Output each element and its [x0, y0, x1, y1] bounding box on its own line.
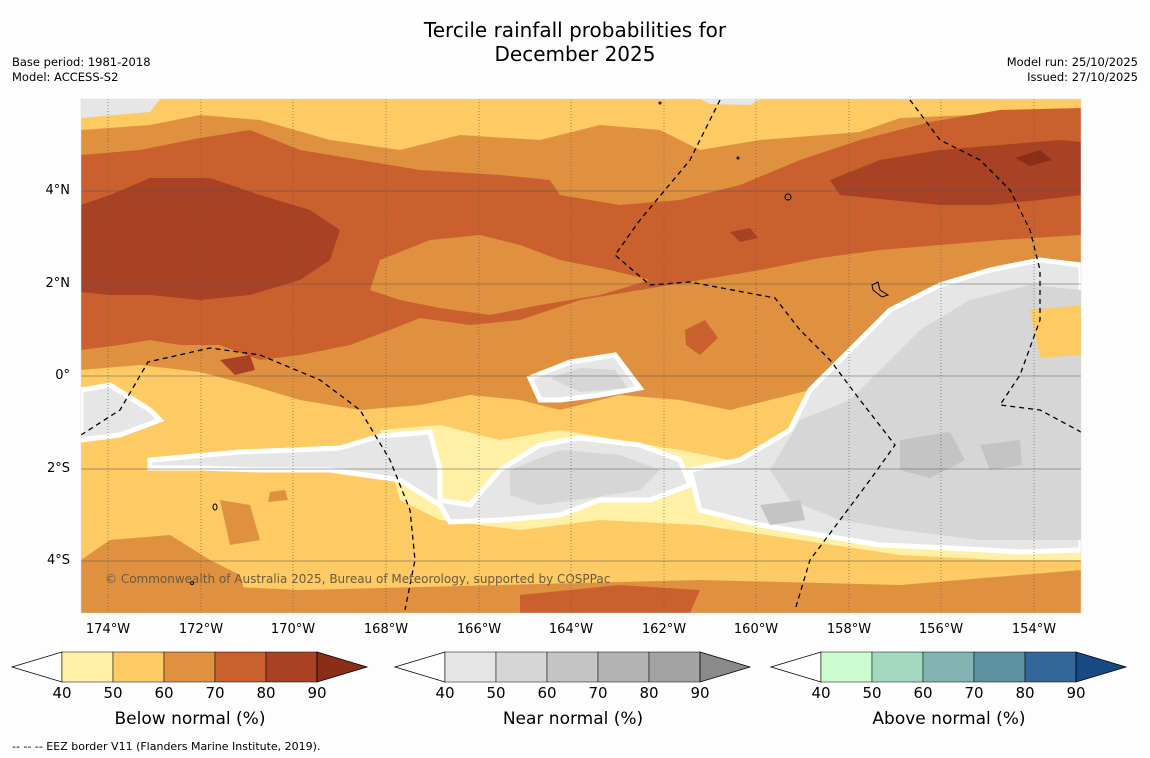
cb2-tick: 80 [639, 684, 659, 702]
colorbar-below-normal [10, 651, 369, 683]
eez-borders [81, 99, 1081, 611]
near-normal-60-70-a [900, 432, 965, 478]
lon-label: 174°W [85, 622, 131, 637]
cb3-tick: 40 [811, 684, 831, 702]
near-normal-west [81, 382, 165, 443]
near-normal-60-70-b [980, 440, 1022, 470]
cb1-tick: 40 [52, 684, 72, 702]
map-frame [80, 98, 1082, 614]
lon-label: 172°W [178, 622, 224, 637]
issued-date: Issued: 27/10/2025 [1027, 70, 1138, 84]
colorbar-title-near: Near normal (%) [502, 709, 644, 729]
meta-right: Model run: 25/10/2025 Issued: 27/10/2025 [1007, 55, 1138, 85]
cb2-tick: 90 [690, 684, 710, 702]
near-normal-60-70-c [760, 500, 805, 525]
cb3-tick: 60 [913, 684, 933, 702]
cb1-tick: 70 [205, 684, 225, 702]
below-80-90-west [81, 178, 340, 300]
base-period: Base period: 1981-2018 [12, 55, 151, 69]
cb2-tick: 50 [486, 684, 506, 702]
below-70-80-south [520, 585, 700, 613]
below-80-90-dot [730, 228, 758, 242]
cb2-tick: 70 [588, 684, 608, 702]
lat-label: 2°S [46, 461, 70, 476]
lat-label: 4°S [46, 553, 70, 568]
below-60-70-intrusion [370, 235, 650, 315]
lat-label: 4°N [45, 183, 71, 198]
below-70-80-patch [685, 320, 718, 355]
below-80-90-northeast [830, 140, 1081, 205]
lon-label: 170°W [270, 622, 316, 637]
lon-label: 168°W [363, 622, 409, 637]
cb3-tick: 70 [964, 684, 984, 702]
near-normal-east-inner [770, 285, 1081, 540]
lon-label: 164°W [548, 622, 594, 637]
title-line-1: Tercile rainfall probabilities for [423, 18, 727, 42]
title-line-2: December 2025 [494, 42, 656, 66]
near-normal-central-inner [510, 450, 660, 505]
below-80-90-small [220, 355, 255, 375]
cb2-tick: 40 [435, 684, 455, 702]
lon-label: 166°W [456, 622, 502, 637]
cb1-tick: 80 [256, 684, 276, 702]
cb2-tick: 60 [537, 684, 557, 702]
cb1-tick: 50 [103, 684, 123, 702]
lon-label: 158°W [826, 622, 872, 637]
cb1-tick: 60 [154, 684, 174, 702]
lon-label: 156°W [918, 622, 964, 637]
meta-left: Base period: 1981-2018 Model: ACCESS-S2 [12, 55, 151, 85]
cb1-tick: 90 [307, 684, 327, 702]
near-normal-equator-inner [550, 368, 628, 392]
cb3-tick: 90 [1066, 684, 1086, 702]
model-name: Model: ACCESS-S2 [12, 70, 119, 84]
cb3-tick: 50 [862, 684, 882, 702]
lon-label: 162°W [641, 622, 687, 637]
map-fill-layer [81, 99, 1081, 613]
latitude-gridlines [81, 190, 1081, 562]
copyright-credit: © Commonwealth of Australia 2025, Bureau… [105, 572, 611, 586]
below-50-60-north [81, 99, 1081, 150]
below-50-60-east-edge [1030, 305, 1081, 358]
chart-title: Tercile rainfall probabilities for Decem… [0, 18, 1150, 66]
colorbar-title-below: Below normal (%) [114, 709, 266, 729]
lat-label: 2°N [45, 276, 71, 291]
colorbar-near-normal [393, 651, 752, 683]
islands [190, 101, 890, 585]
colorbar-title-above: Above normal (%) [872, 709, 1026, 729]
cb3-tick: 80 [1015, 684, 1035, 702]
model-run: Model run: 25/10/2025 [1006, 55, 1138, 69]
below-70-80-band [81, 108, 1081, 360]
near-normal-n-patch [700, 99, 760, 105]
lon-label: 160°W [733, 622, 779, 637]
near-normal-nw-corner [81, 99, 160, 118]
below-90-plus [1015, 150, 1052, 166]
lat-label: 0° [55, 368, 70, 383]
colorbar-above-normal [769, 651, 1128, 683]
below-60-70-tiny [268, 490, 288, 502]
lon-label: 154°W [1011, 622, 1057, 637]
eez-footnote: -- -- -- EEZ border V11 (Flanders Marine… [12, 740, 321, 753]
below-60-70-s-small [220, 500, 260, 545]
